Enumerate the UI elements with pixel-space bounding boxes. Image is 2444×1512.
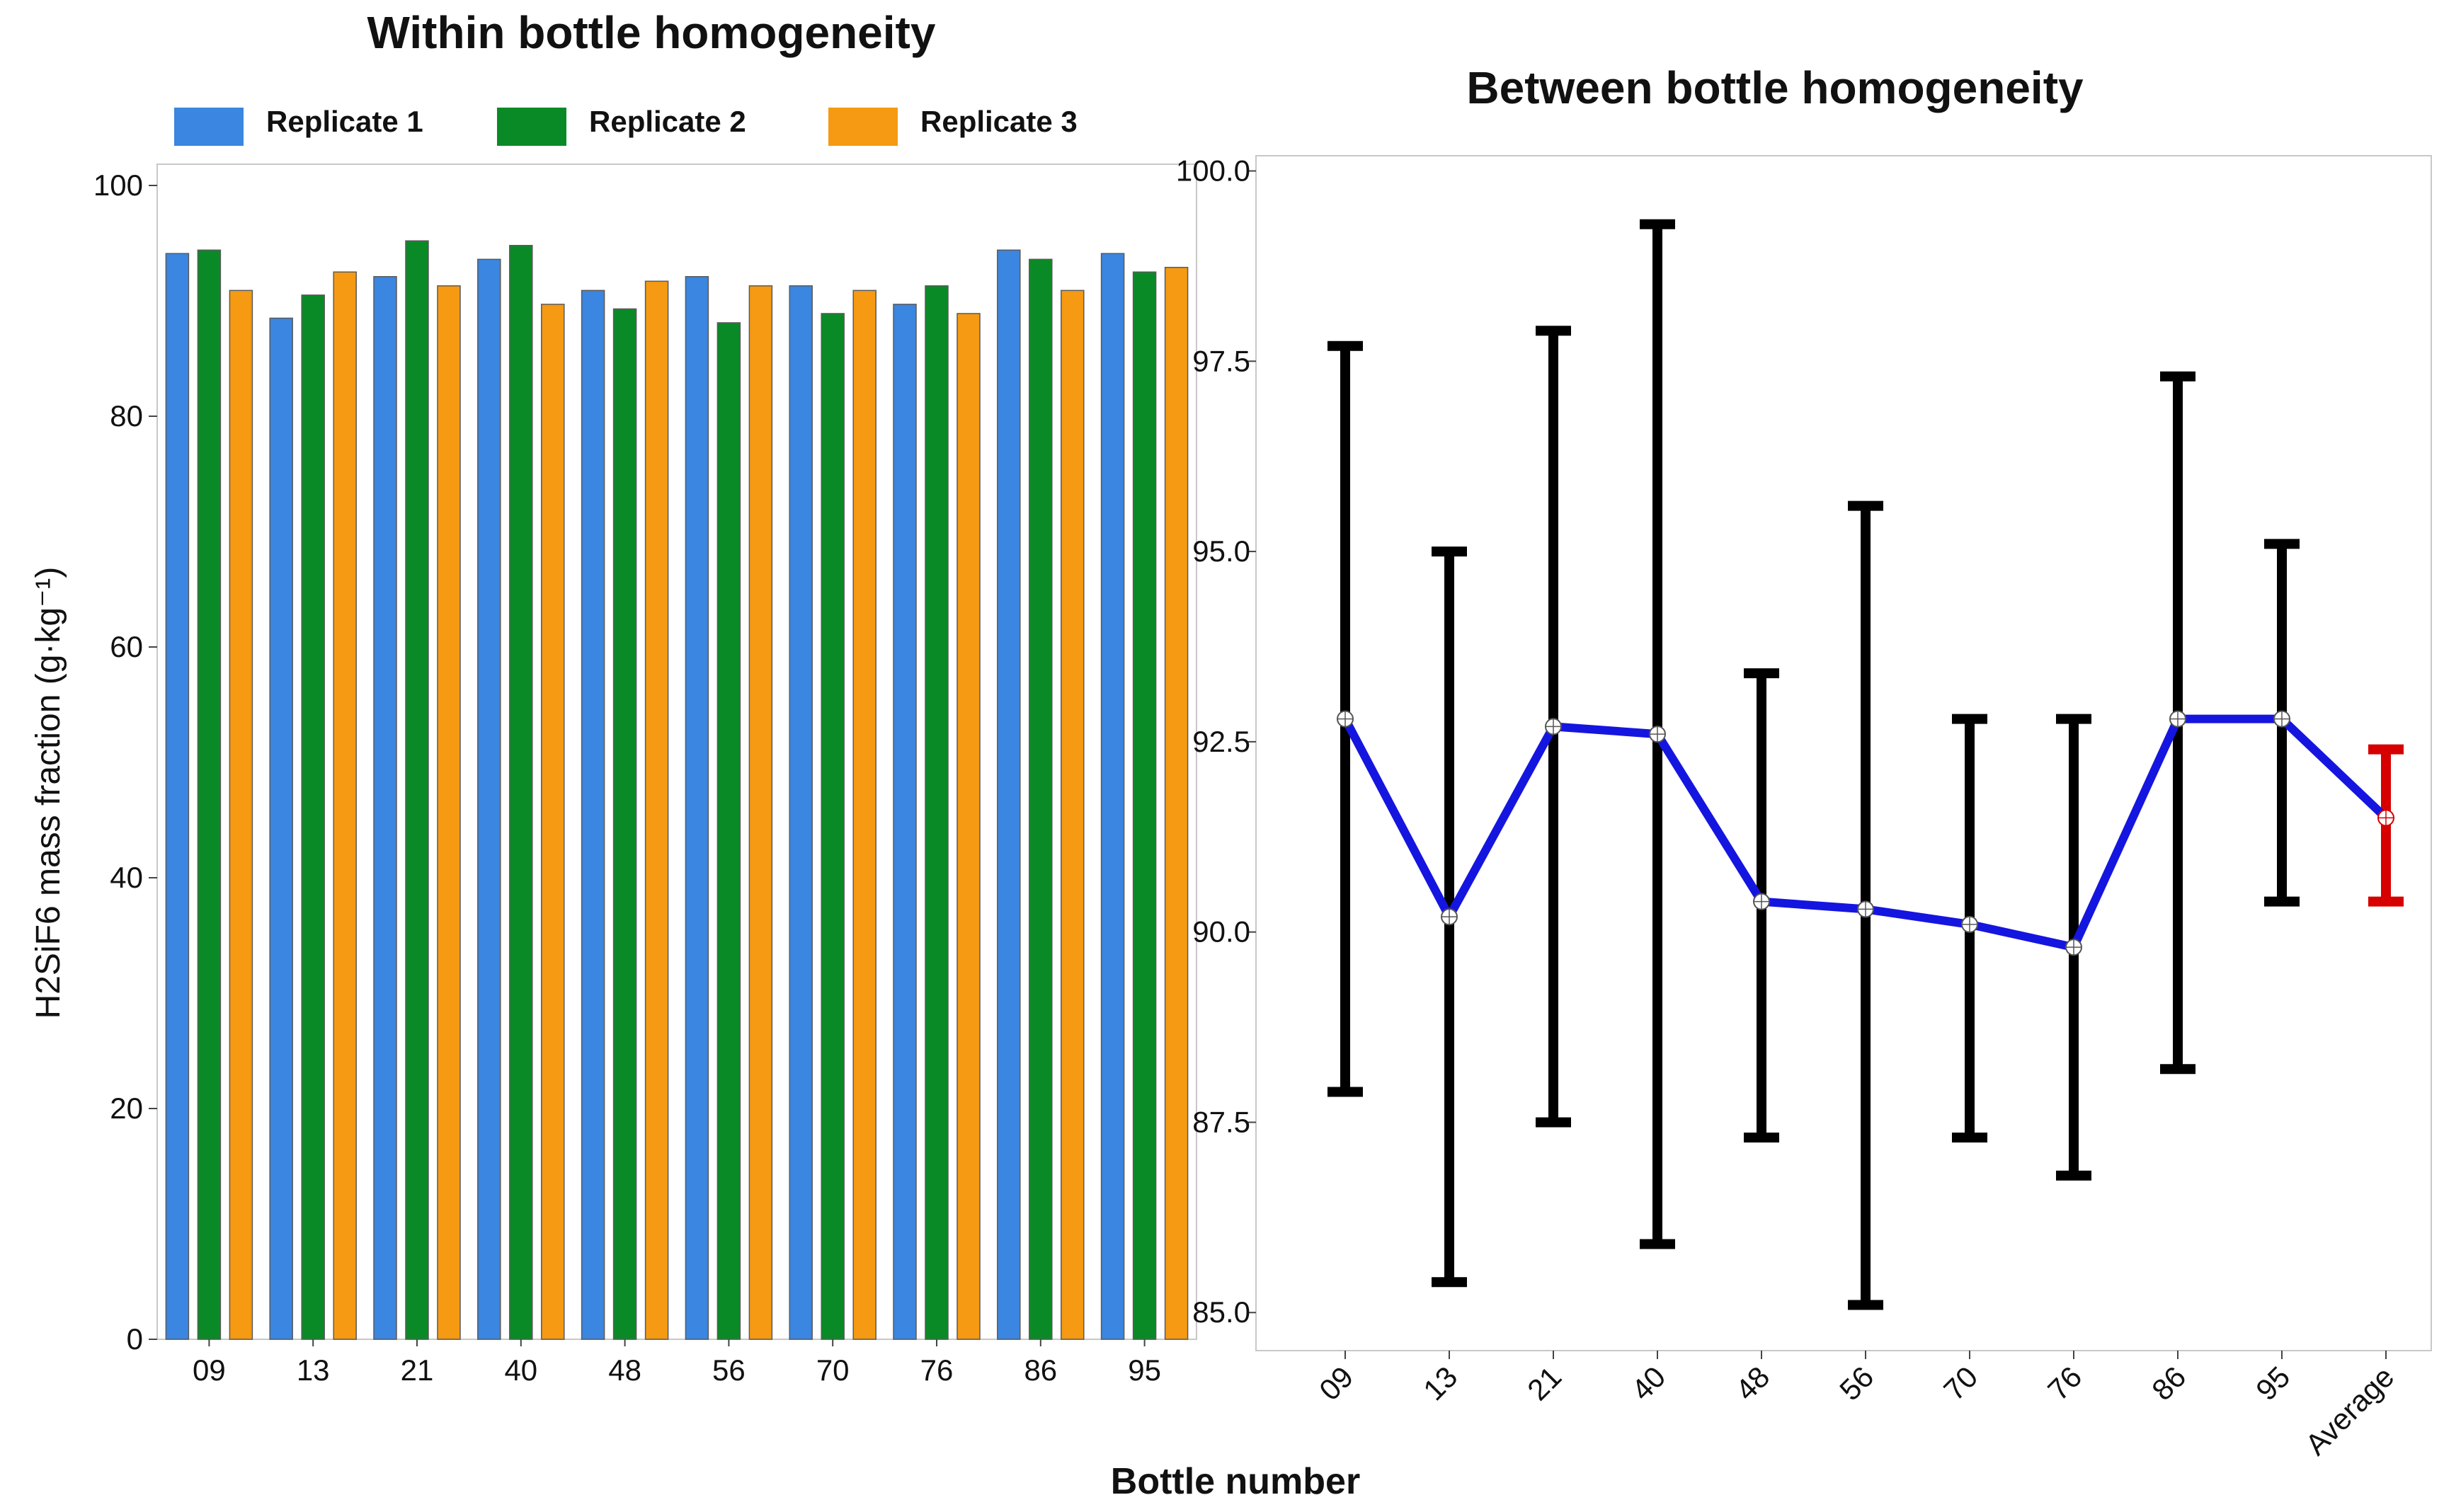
bar-replicate-3-bottle-13 [333, 271, 357, 1340]
bar-replicate-2-bottle-40 [509, 245, 533, 1340]
within-legend: Replicate 1 Replicate 2 Replicate 3 [174, 105, 1078, 146]
bar-replicate-2-bottle-48 [612, 308, 637, 1340]
bar-replicate-2-bottle-95 [1132, 271, 1157, 1340]
bar-replicate-1-bottle-56 [685, 276, 709, 1340]
between-y-tick-label: 97.5 [1192, 344, 1250, 377]
legend-label-2: Replicate 2 [589, 105, 746, 138]
within-x-tick-label: 09 [193, 1353, 226, 1387]
bar-replicate-1-bottle-21 [373, 276, 397, 1340]
bar-replicate-3-bottle-86 [1061, 290, 1085, 1340]
bar-replicate-2-bottle-13 [301, 294, 325, 1340]
point-bottle-40 [1649, 726, 1666, 743]
within-y-tick-label: 80 [110, 399, 143, 433]
within-bars [165, 240, 1189, 1340]
legend-swatch-2 [497, 108, 566, 146]
point-bottle-21 [1545, 718, 1562, 735]
between-chart-title: Between bottle homogeneity [1466, 62, 2084, 113]
point-bottle-95 [2273, 710, 2290, 728]
within-y-tick-label: 60 [110, 630, 143, 663]
within-x-tick-label: 40 [504, 1353, 537, 1387]
between-y-tick-label: 92.5 [1192, 725, 1250, 758]
between-y-tick-label: 90.0 [1192, 915, 1250, 949]
within-x-axis: 09 13 21 40 48 56 70 76 86 95 [193, 1339, 1161, 1387]
between-y-axis: 85.0 87.5 90.0 92.5 95.0 97.5 100.0 [1176, 154, 1256, 1329]
bar-replicate-3-bottle-56 [748, 285, 773, 1340]
between-y-tick-label: 100.0 [1176, 154, 1250, 188]
within-x-tick-label: 76 [920, 1353, 954, 1387]
point-bottle-48 [1753, 893, 1770, 910]
within-x-tick-label: 48 [608, 1353, 641, 1387]
within-chart-title: Within bottle homogeneity [367, 7, 936, 58]
point-bottle-56 [1857, 900, 1874, 918]
bar-replicate-2-bottle-09 [197, 249, 222, 1340]
point-bottle-86 [2169, 710, 2186, 728]
bar-replicate-3-bottle-09 [229, 290, 253, 1340]
point-bottle-70 [1961, 915, 1978, 933]
bar-replicate-2-bottle-21 [405, 240, 429, 1340]
bar-replicate-1-bottle-48 [581, 290, 605, 1340]
point-bottle-76 [2065, 939, 2082, 956]
bar-replicate-1-bottle-86 [997, 249, 1021, 1340]
between-mean-line [1337, 710, 2394, 956]
bar-replicate-2-bottle-56 [716, 322, 741, 1340]
between-y-tick-label: 85.0 [1192, 1295, 1250, 1329]
bar-replicate-3-bottle-95 [1164, 266, 1189, 1340]
within-x-tick-label: 13 [297, 1353, 330, 1387]
between-y-tick-label: 87.5 [1192, 1105, 1250, 1138]
bar-replicate-3-bottle-21 [437, 285, 461, 1340]
within-y-axis: 0 20 40 60 80 100 [93, 168, 157, 1356]
bar-replicate-2-bottle-70 [821, 313, 845, 1340]
bar-replicate-1-bottle-40 [477, 258, 501, 1340]
within-plot-frame [156, 164, 1197, 1340]
within-y-tick-label: 20 [110, 1092, 143, 1125]
within-y-tick-label: 40 [110, 861, 143, 894]
within-x-tick-label: 21 [401, 1353, 434, 1387]
bar-replicate-2-bottle-86 [1029, 258, 1053, 1340]
point-bottle-13 [1441, 908, 1458, 926]
bar-replicate-3-bottle-40 [541, 304, 565, 1340]
within-x-tick-label: 95 [1128, 1353, 1161, 1387]
bar-replicate-3-bottle-76 [957, 313, 981, 1340]
within-x-tick-label: 86 [1024, 1353, 1057, 1387]
between-plot-frame [1255, 155, 2432, 1351]
within-x-tick-label: 70 [816, 1353, 850, 1387]
bar-replicate-3-bottle-70 [852, 290, 876, 1340]
point-average [2377, 809, 2394, 827]
within-y-tick-label: 100 [93, 168, 143, 202]
y-axis-label: H2SiF6 mass fraction (g·kg⁻¹) [30, 567, 67, 1019]
bar-replicate-1-bottle-76 [893, 304, 917, 1340]
bar-replicate-1-bottle-95 [1100, 253, 1125, 1340]
point-bottle-09 [1337, 710, 1354, 728]
legend-label-3: Replicate 3 [920, 105, 1078, 138]
between-bottle-chart: Between bottle homogeneity 85.0 87.5 90.0 9… [1176, 62, 2432, 1461]
x-axis-label: Bottle number [1111, 1461, 1360, 1502]
bar-replicate-3-bottle-48 [644, 280, 669, 1340]
legend-swatch-3 [828, 108, 898, 146]
bar-replicate-1-bottle-09 [165, 253, 190, 1340]
bar-replicate-1-bottle-13 [269, 317, 293, 1340]
legend-label-1: Replicate 1 [266, 105, 423, 138]
legend-swatch-1 [174, 108, 244, 146]
bar-replicate-2-bottle-76 [925, 285, 949, 1340]
between-y-tick-label: 95.0 [1192, 534, 1250, 568]
bar-replicate-1-bottle-70 [789, 285, 813, 1340]
within-x-tick-label: 56 [712, 1353, 746, 1387]
within-y-tick-label: 0 [127, 1322, 143, 1356]
within-bottle-chart: Within bottle homogeneity Replicate 1 Rep… [30, 7, 1197, 1387]
